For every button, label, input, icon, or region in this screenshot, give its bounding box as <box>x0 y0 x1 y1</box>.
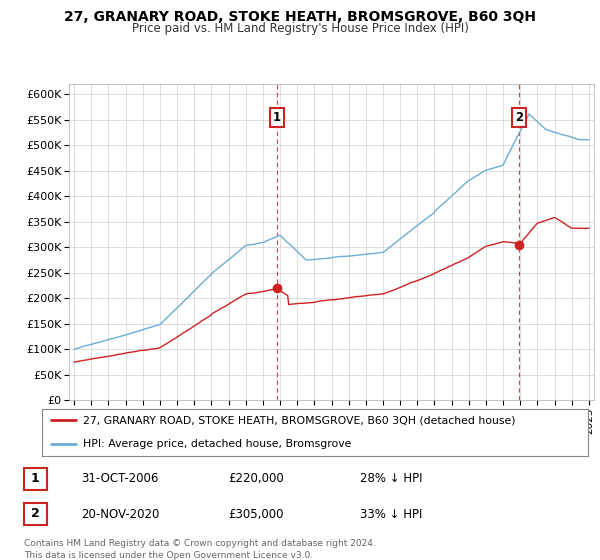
Text: 33% ↓ HPI: 33% ↓ HPI <box>360 507 422 521</box>
Text: HPI: Average price, detached house, Bromsgrove: HPI: Average price, detached house, Brom… <box>83 439 352 449</box>
Text: 31-OCT-2006: 31-OCT-2006 <box>81 472 158 486</box>
Text: £220,000: £220,000 <box>228 472 284 486</box>
Text: 20-NOV-2020: 20-NOV-2020 <box>81 507 160 521</box>
Text: 27, GRANARY ROAD, STOKE HEATH, BROMSGROVE, B60 3QH (detached house): 27, GRANARY ROAD, STOKE HEATH, BROMSGROV… <box>83 415 515 425</box>
Text: £305,000: £305,000 <box>228 507 284 521</box>
Text: 27, GRANARY ROAD, STOKE HEATH, BROMSGROVE, B60 3QH: 27, GRANARY ROAD, STOKE HEATH, BROMSGROV… <box>64 10 536 24</box>
Text: 1: 1 <box>273 111 281 124</box>
Text: 2: 2 <box>515 111 523 124</box>
Text: 1: 1 <box>31 472 40 485</box>
Text: 28% ↓ HPI: 28% ↓ HPI <box>360 472 422 486</box>
Text: Price paid vs. HM Land Registry's House Price Index (HPI): Price paid vs. HM Land Registry's House … <box>131 22 469 35</box>
Text: 2: 2 <box>31 507 40 520</box>
Text: Contains HM Land Registry data © Crown copyright and database right 2024.
This d: Contains HM Land Registry data © Crown c… <box>24 539 376 559</box>
